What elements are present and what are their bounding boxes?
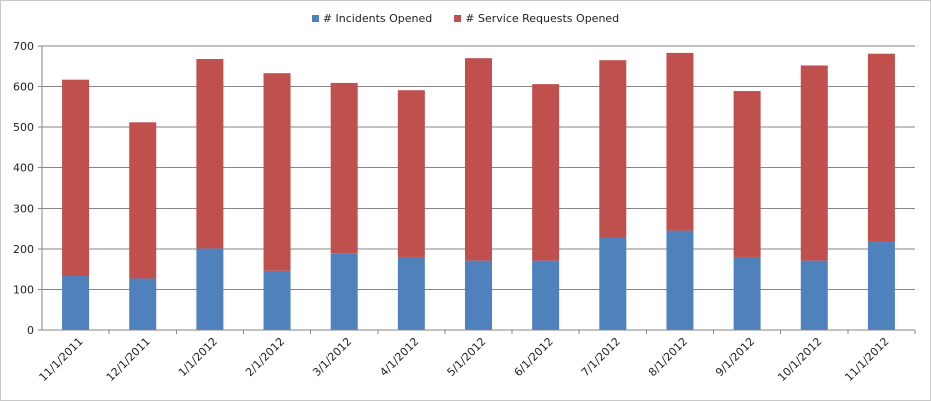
bar-service-requests-6 bbox=[465, 58, 492, 261]
bar-service-requests-8 bbox=[599, 60, 627, 238]
legend-label-incidents: # Incidents Opened bbox=[322, 12, 433, 25]
bar-incidents-4 bbox=[330, 253, 358, 330]
bar-service-requests-2 bbox=[196, 58, 224, 249]
x-tick-label-2: 1/1/2012 bbox=[176, 335, 220, 379]
y-tick-label-0: 0 bbox=[27, 324, 34, 337]
y-tick-label-700: 700 bbox=[13, 40, 34, 53]
bar-service-requests-11 bbox=[800, 65, 828, 261]
bar-service-requests-7 bbox=[532, 84, 560, 261]
bar-service-requests-10 bbox=[733, 91, 761, 257]
x-tick-label-10: 9/1/2012 bbox=[713, 335, 757, 379]
bar-service-requests-9 bbox=[666, 52, 694, 231]
legend-item-incidents: # Incidents Opened bbox=[311, 12, 433, 25]
legend-swatch-incidents bbox=[311, 15, 319, 22]
y-tick-label-400: 400 bbox=[13, 162, 34, 175]
x-tick-label-6: 5/1/2012 bbox=[444, 335, 488, 379]
y-tick-label-100: 100 bbox=[13, 283, 34, 296]
x-tick-label-1: 12/1/2011 bbox=[104, 335, 153, 384]
bar-incidents-8 bbox=[599, 237, 627, 330]
bar-incidents-5 bbox=[397, 256, 425, 330]
x-tick-label-3: 2/1/2012 bbox=[243, 335, 287, 379]
bar-service-requests-3 bbox=[263, 73, 291, 271]
bar-incidents-2 bbox=[196, 248, 224, 330]
x-tick-label-7: 6/1/2012 bbox=[512, 335, 556, 379]
bar-incidents-12 bbox=[867, 241, 895, 330]
x-tick-label-11: 10/1/2012 bbox=[775, 335, 824, 384]
bar-service-requests-1 bbox=[129, 122, 157, 279]
x-tick-label-8: 7/1/2012 bbox=[579, 335, 623, 379]
legend-item-service-requests: # Service Requests Opened bbox=[454, 12, 619, 25]
x-tick-label-0: 11/1/2011 bbox=[37, 335, 86, 384]
y-tick-label-500: 500 bbox=[13, 121, 34, 134]
bar-service-requests-0 bbox=[62, 79, 90, 277]
bar-service-requests-12 bbox=[867, 53, 895, 242]
bar-incidents-9 bbox=[666, 230, 694, 330]
y-tick-label-600: 600 bbox=[13, 81, 34, 94]
x-tick-label-5: 4/1/2012 bbox=[377, 335, 421, 379]
y-tick-label-200: 200 bbox=[13, 243, 34, 256]
x-tick-label-12: 11/1/2012 bbox=[842, 335, 891, 384]
bar-incidents-6 bbox=[465, 260, 492, 330]
bar-incidents-10 bbox=[733, 256, 761, 330]
bar-incidents-7 bbox=[532, 260, 560, 330]
y-tick-label-300: 300 bbox=[13, 202, 34, 215]
bar-incidents-1 bbox=[129, 278, 157, 330]
bar-service-requests-5 bbox=[397, 90, 425, 257]
bar-incidents-0 bbox=[62, 276, 90, 330]
bar-service-requests-4 bbox=[330, 82, 358, 254]
legend: # Incidents Opened # Service Requests Op… bbox=[0, 12, 931, 25]
legend-label-service-requests: # Service Requests Opened bbox=[465, 12, 620, 25]
bar-incidents-11 bbox=[800, 260, 828, 330]
x-tick-label-4: 3/1/2012 bbox=[310, 335, 354, 379]
x-tick-label-9: 8/1/2012 bbox=[646, 335, 690, 379]
bar-incidents-3 bbox=[263, 270, 291, 330]
legend-swatch-service-requests bbox=[454, 15, 462, 22]
